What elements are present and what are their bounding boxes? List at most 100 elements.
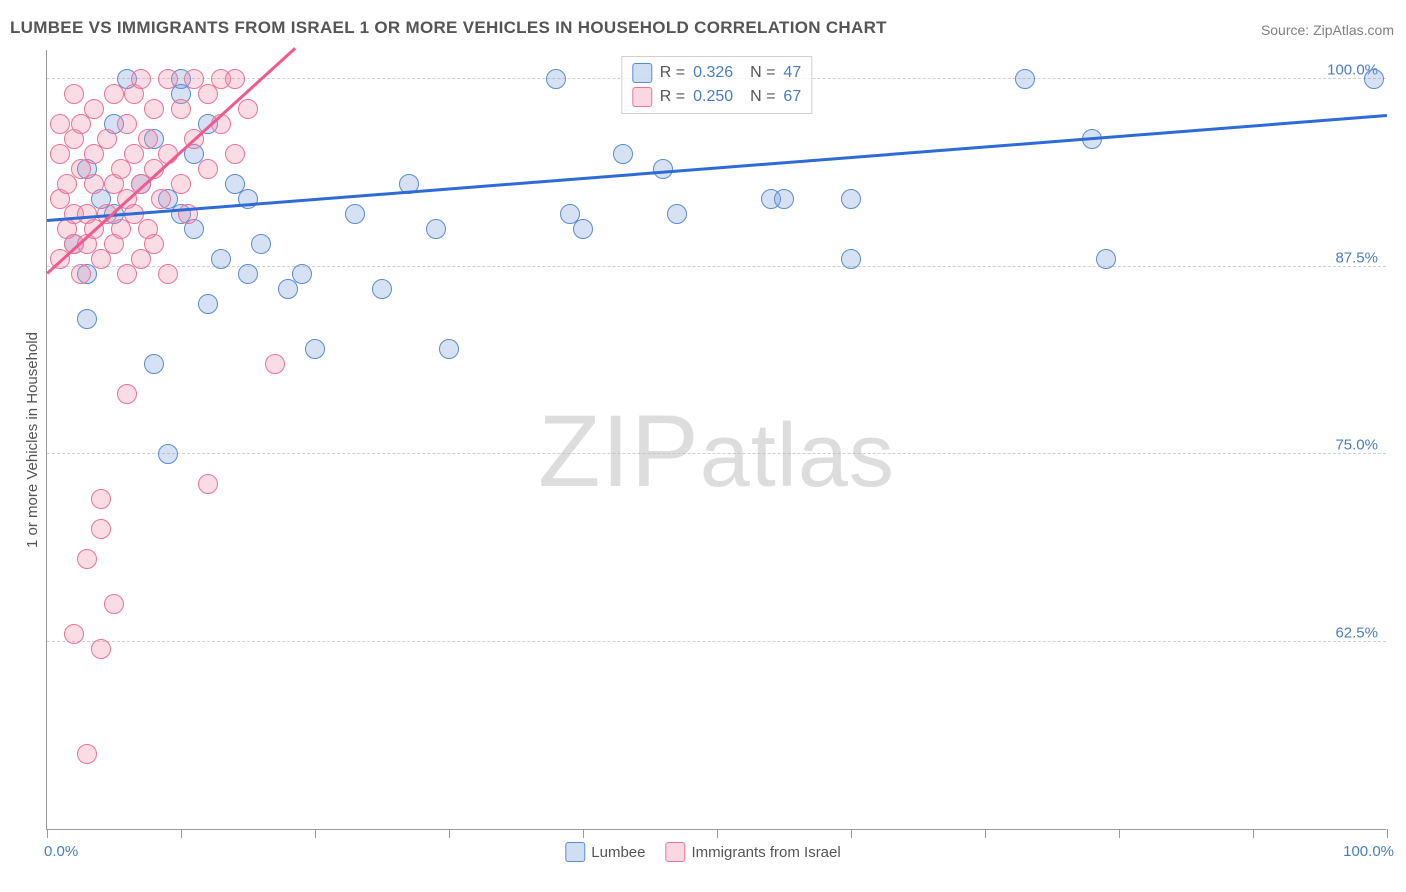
x-tick	[1119, 829, 1120, 838]
x-tick	[1387, 829, 1388, 838]
data-point	[841, 249, 861, 269]
data-point	[774, 189, 794, 209]
data-point	[171, 99, 191, 119]
data-point	[613, 144, 633, 164]
data-point	[292, 264, 312, 284]
data-point	[77, 744, 97, 764]
stat-label: N =	[741, 88, 775, 106]
data-point	[64, 84, 84, 104]
data-point	[158, 69, 178, 89]
x-tick	[717, 829, 718, 838]
legend-label: Immigrants from Israel	[692, 844, 841, 861]
legend-stats-row: R = 0.250 N = 67	[632, 85, 801, 109]
data-point	[439, 339, 459, 359]
data-point	[841, 189, 861, 209]
legend-item: Immigrants from Israel	[666, 842, 841, 862]
x-tick	[47, 829, 48, 838]
data-point	[251, 234, 271, 254]
y-tick-label: 87.5%	[1335, 249, 1378, 266]
data-point	[345, 204, 365, 224]
data-point	[104, 84, 124, 104]
data-point	[117, 384, 137, 404]
x-axis-max-label: 100.0%	[1343, 843, 1394, 860]
x-tick	[583, 829, 584, 838]
gridline	[47, 453, 1386, 454]
data-point	[198, 159, 218, 179]
data-point	[211, 114, 231, 134]
data-point	[144, 234, 164, 254]
data-point	[426, 219, 446, 239]
data-point	[91, 519, 111, 539]
stat-label: N =	[741, 64, 775, 82]
data-point	[1015, 69, 1035, 89]
data-point	[64, 624, 84, 644]
stat-r-value: 0.250	[693, 88, 733, 106]
swatch-icon	[565, 842, 585, 862]
stat-label: R =	[660, 64, 685, 82]
data-point	[84, 174, 104, 194]
y-tick-label: 75.0%	[1335, 437, 1378, 454]
stat-n-value: 47	[783, 64, 801, 82]
x-tick	[1253, 829, 1254, 838]
data-point	[144, 354, 164, 374]
data-point	[667, 204, 687, 224]
stat-r-value: 0.326	[693, 64, 733, 82]
data-point	[305, 339, 325, 359]
swatch-icon	[632, 87, 652, 107]
data-point	[653, 159, 673, 179]
data-point	[84, 99, 104, 119]
source-label: Source: ZipAtlas.com	[1261, 22, 1394, 38]
x-tick	[985, 829, 986, 838]
data-point	[1364, 69, 1384, 89]
data-point	[77, 549, 97, 569]
chart-title: LUMBEE VS IMMIGRANTS FROM ISRAEL 1 OR MO…	[10, 18, 887, 38]
x-tick	[181, 829, 182, 838]
plot-area: ZIPatlas R = 0.326 N = 47 R = 0.250 N = …	[46, 50, 1386, 830]
data-point	[546, 69, 566, 89]
data-point	[1096, 249, 1116, 269]
data-point	[91, 639, 111, 659]
trend-line	[47, 114, 1387, 221]
data-point	[573, 219, 593, 239]
data-point	[77, 309, 97, 329]
y-axis-label: 1 or more Vehicles in Household	[24, 332, 41, 548]
x-tick	[851, 829, 852, 838]
y-tick-label: 62.5%	[1335, 624, 1378, 641]
data-point	[117, 114, 137, 134]
data-point	[104, 594, 124, 614]
stat-n-value: 67	[783, 88, 801, 106]
legend-item: Lumbee	[565, 842, 645, 862]
data-point	[238, 99, 258, 119]
data-point	[144, 99, 164, 119]
x-axis-min-label: 0.0%	[44, 843, 78, 860]
x-tick	[449, 829, 450, 838]
stat-label: R =	[660, 88, 685, 106]
data-point	[198, 294, 218, 314]
gridline	[47, 641, 1386, 642]
data-point	[158, 444, 178, 464]
data-point	[171, 174, 191, 194]
chart-container: LUMBEE VS IMMIGRANTS FROM ISRAEL 1 OR MO…	[0, 0, 1406, 892]
data-point	[91, 489, 111, 509]
legend-stats-row: R = 0.326 N = 47	[632, 61, 801, 85]
data-point	[225, 144, 245, 164]
data-point	[131, 69, 151, 89]
data-point	[71, 264, 91, 284]
legend-label: Lumbee	[591, 844, 645, 861]
data-point	[138, 129, 158, 149]
swatch-icon	[666, 842, 686, 862]
x-tick	[315, 829, 316, 838]
data-point	[151, 189, 171, 209]
data-point	[265, 354, 285, 374]
swatch-icon	[632, 63, 652, 83]
data-point	[158, 264, 178, 284]
legend-stats: R = 0.326 N = 47 R = 0.250 N = 67	[621, 56, 812, 114]
data-point	[97, 129, 117, 149]
data-point	[198, 474, 218, 494]
data-point	[225, 69, 245, 89]
data-point	[372, 279, 392, 299]
watermark: ZIPatlas	[538, 393, 895, 510]
data-point	[238, 264, 258, 284]
legend-bottom: Lumbee Immigrants from Israel	[565, 842, 840, 862]
data-point	[211, 249, 231, 269]
